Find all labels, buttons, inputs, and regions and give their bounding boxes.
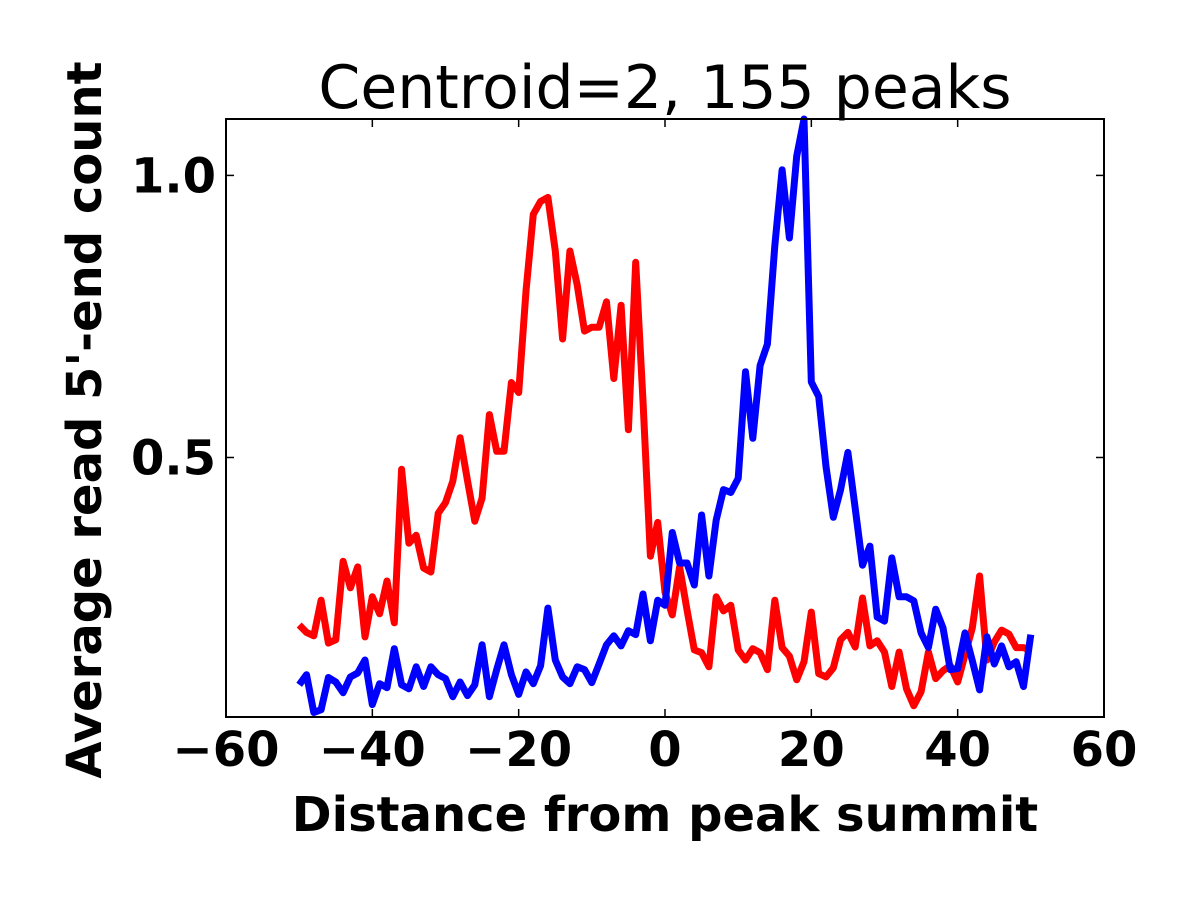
x-tick-label: 0 <box>648 722 681 778</box>
chart-title: Centroid=2, 155 peaks <box>318 53 1011 123</box>
y-axis-label: Average read 5'-end count <box>57 61 113 778</box>
y-tick-label: 0.5 <box>131 430 216 486</box>
ticks-layer: −60 −40 −20 0 20 40 60 0.5 1.0 <box>131 119 1137 778</box>
x-tick-label: −40 <box>319 722 426 778</box>
x-tick-label: 20 <box>778 722 845 778</box>
x-tick-label: −20 <box>465 722 572 778</box>
y-tick-label: 1.0 <box>131 148 216 204</box>
plot-frame <box>225 118 1105 718</box>
series-line-blue <box>296 115 1035 716</box>
series-layer <box>296 115 1035 716</box>
x-axis-label: Distance from peak summit <box>292 787 1038 843</box>
x-tick-label: −60 <box>172 722 279 778</box>
x-tick-label: 40 <box>924 722 991 778</box>
x-tick-label: 60 <box>1071 722 1138 778</box>
